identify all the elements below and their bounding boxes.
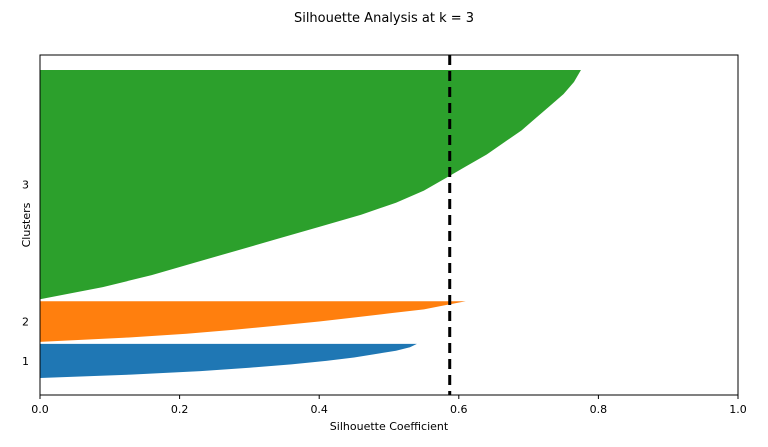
chart-title: Silhouette Analysis at k = 3: [294, 11, 474, 26]
y-axis-label: Clusters: [20, 202, 33, 247]
plot-frame: [39, 54, 739, 396]
cluster-2-silhouette: [40, 301, 466, 342]
cluster-1-silhouette: [40, 343, 417, 378]
silhouette-regions: [40, 70, 581, 378]
y-axis-ticks: 1 2 3: [22, 179, 29, 368]
cluster-label-1: 1: [22, 355, 29, 368]
x-tick-label: 1.0: [729, 403, 747, 416]
x-tick-label: 0.0: [31, 403, 49, 416]
x-tick-label: 0.4: [310, 403, 328, 416]
x-tick-label: 0.2: [171, 403, 189, 416]
x-axis-ticks: 0.0 0.2 0.4 0.6 0.8 1.0: [31, 395, 747, 416]
cluster-label-2: 2: [22, 316, 29, 329]
x-axis-label: Silhouette Coefficient: [330, 420, 449, 433]
x-tick-label: 0.6: [450, 403, 468, 416]
cluster-label-3: 3: [22, 179, 29, 192]
cluster-3-silhouette: [40, 70, 581, 300]
x-tick-label: 0.8: [590, 403, 608, 416]
